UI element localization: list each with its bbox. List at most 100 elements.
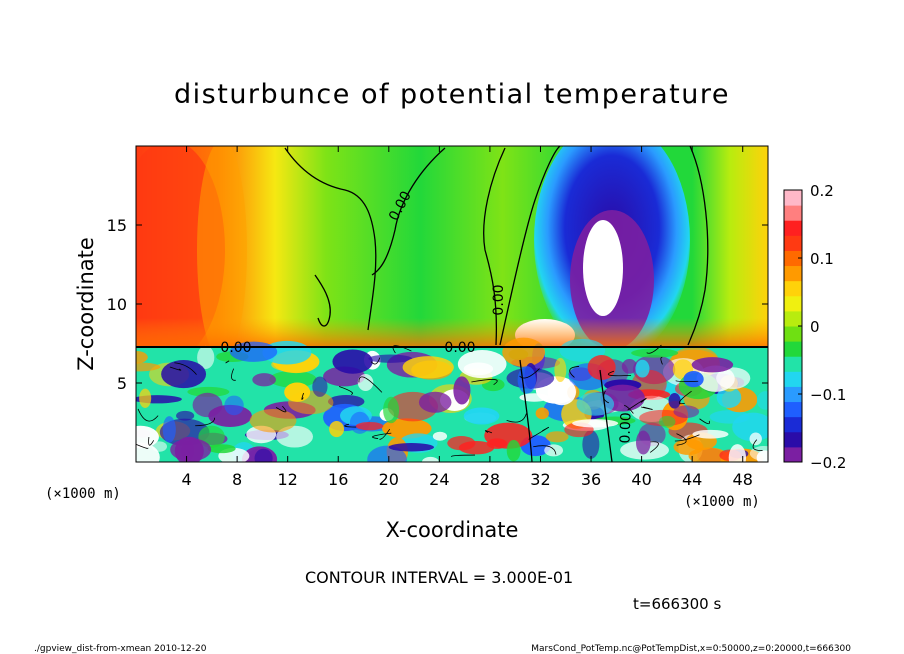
- colorbar-swatch: [784, 431, 802, 448]
- turbulence-blob: [535, 407, 549, 420]
- turbulence-contour: [344, 423, 357, 428]
- turbulence-contour: [627, 397, 647, 411]
- turbulence-blob: [506, 439, 521, 462]
- colorbar: [783, 189, 803, 463]
- turbulence-contour: [231, 368, 236, 381]
- turbulence-contour: [699, 418, 710, 425]
- colorbar-tick-label: −0.1: [810, 386, 846, 404]
- contour-line: [314, 274, 331, 327]
- turbulence-blob: [136, 425, 159, 449]
- turbulence-blob: [547, 378, 576, 406]
- turbulence-blob: [463, 407, 500, 425]
- cold-core-white: [583, 220, 623, 316]
- contour-line: [599, 369, 613, 462]
- turbulence-blob: [332, 349, 373, 374]
- turbulence-contour: [392, 345, 412, 354]
- contour-label: 0.00: [491, 284, 507, 315]
- x-tick-label: 36: [581, 470, 601, 489]
- x-axis-label: X-coordinate: [386, 518, 519, 542]
- turbulent-layer: [136, 337, 768, 462]
- y-tick-label: 15: [107, 216, 127, 235]
- turbulence-blob: [517, 366, 537, 394]
- turbulence-blob: [582, 429, 600, 459]
- colorbar-swatch: [784, 446, 802, 463]
- turbulence-blob: [716, 386, 742, 408]
- colorbar-swatch: [784, 190, 802, 206]
- x-tick-label: 16: [328, 470, 348, 489]
- colorbar-swatch: [784, 265, 802, 282]
- turbulence-contour: [358, 376, 383, 393]
- turbulence-blob: [136, 362, 161, 372]
- contour-line: [499, 146, 561, 346]
- colorbar-tick-label: 0: [810, 318, 820, 336]
- turbulence-blob: [254, 448, 273, 462]
- turbulence-blob: [453, 376, 471, 405]
- turbulence-blob: [635, 359, 650, 378]
- contour-line: [519, 359, 533, 462]
- turbulence-blob: [421, 456, 439, 462]
- colorbar-swatch: [784, 386, 802, 403]
- turbulence-blob: [174, 436, 204, 462]
- x-tick-label: 8: [232, 470, 242, 489]
- turbulence-contour: [471, 379, 498, 385]
- turbulence-contour: [169, 366, 182, 371]
- warm-layer: [136, 318, 768, 348]
- turbulence-blob: [668, 393, 681, 409]
- orange-band: [197, 146, 247, 360]
- turbulence-blob: [357, 373, 374, 392]
- turbulence-blob: [284, 382, 311, 402]
- turbulence-blob: [544, 444, 564, 457]
- turbulence-contour: [660, 356, 663, 365]
- turbulence-contour: [148, 436, 155, 446]
- turbulence-blob: [249, 409, 297, 433]
- turbulence-blob: [192, 392, 223, 418]
- turbulence-blob: [187, 386, 230, 397]
- colorbar-swatch: [784, 356, 802, 372]
- turbulence-blob: [554, 357, 567, 382]
- turbulence-contour: [675, 380, 699, 382]
- colorbar-swatch: [784, 235, 802, 251]
- x-tick-label: 44: [682, 470, 702, 489]
- turbulence-blob: [572, 419, 619, 428]
- x-tick-label: 48: [733, 470, 753, 489]
- turbulence-blob: [355, 421, 384, 431]
- turbulence-blob: [519, 393, 549, 402]
- colorbar-swatch: [784, 416, 802, 433]
- turbulence-blob: [269, 370, 317, 388]
- turbulence-blob: [383, 396, 400, 424]
- turbulence-contour: [649, 441, 659, 453]
- contour-line: [687, 146, 709, 346]
- colorbar-tick-label: 0.2: [810, 182, 834, 200]
- turbulence-blob: [312, 376, 328, 397]
- colorbar-tick-label: 0.1: [810, 250, 834, 268]
- turbulence-blob: [636, 430, 651, 455]
- turbulence-contour: [641, 406, 653, 410]
- colorbar-ticks: −0.2 −0.1 0 0.1 0.2: [798, 182, 846, 472]
- plot-area: [136, 146, 768, 462]
- time-label: t=666300 s: [633, 595, 721, 613]
- turbulence-blob: [692, 429, 729, 439]
- turbulence-contour: [370, 357, 381, 365]
- turbulence-blob: [631, 348, 679, 358]
- turbulence-blob: [176, 410, 195, 421]
- turbulence-contour: [752, 439, 763, 451]
- turbulence-blob: [458, 441, 495, 455]
- x-tick-label: 32: [530, 470, 550, 489]
- turbulence-blob: [576, 392, 615, 416]
- y-tick-label: 10: [107, 295, 127, 314]
- x-tick-label: 24: [429, 470, 449, 489]
- turbulence-blob: [139, 388, 152, 408]
- turbulence-blob: [587, 354, 616, 380]
- colorbar-swatch: [784, 401, 802, 418]
- turbulence-blob: [162, 416, 176, 443]
- turbulence-contour: [338, 386, 353, 395]
- colorbar-swatch: [784, 371, 802, 387]
- turbulence-contour: [624, 404, 634, 414]
- turbulence-blob: [502, 337, 546, 367]
- turbulence-blob: [673, 438, 704, 455]
- colorbar-swatch: [784, 250, 802, 267]
- turbulence-blob: [136, 442, 160, 462]
- colorbar-swatch: [784, 220, 802, 236]
- x-tick-label: 4: [181, 470, 191, 489]
